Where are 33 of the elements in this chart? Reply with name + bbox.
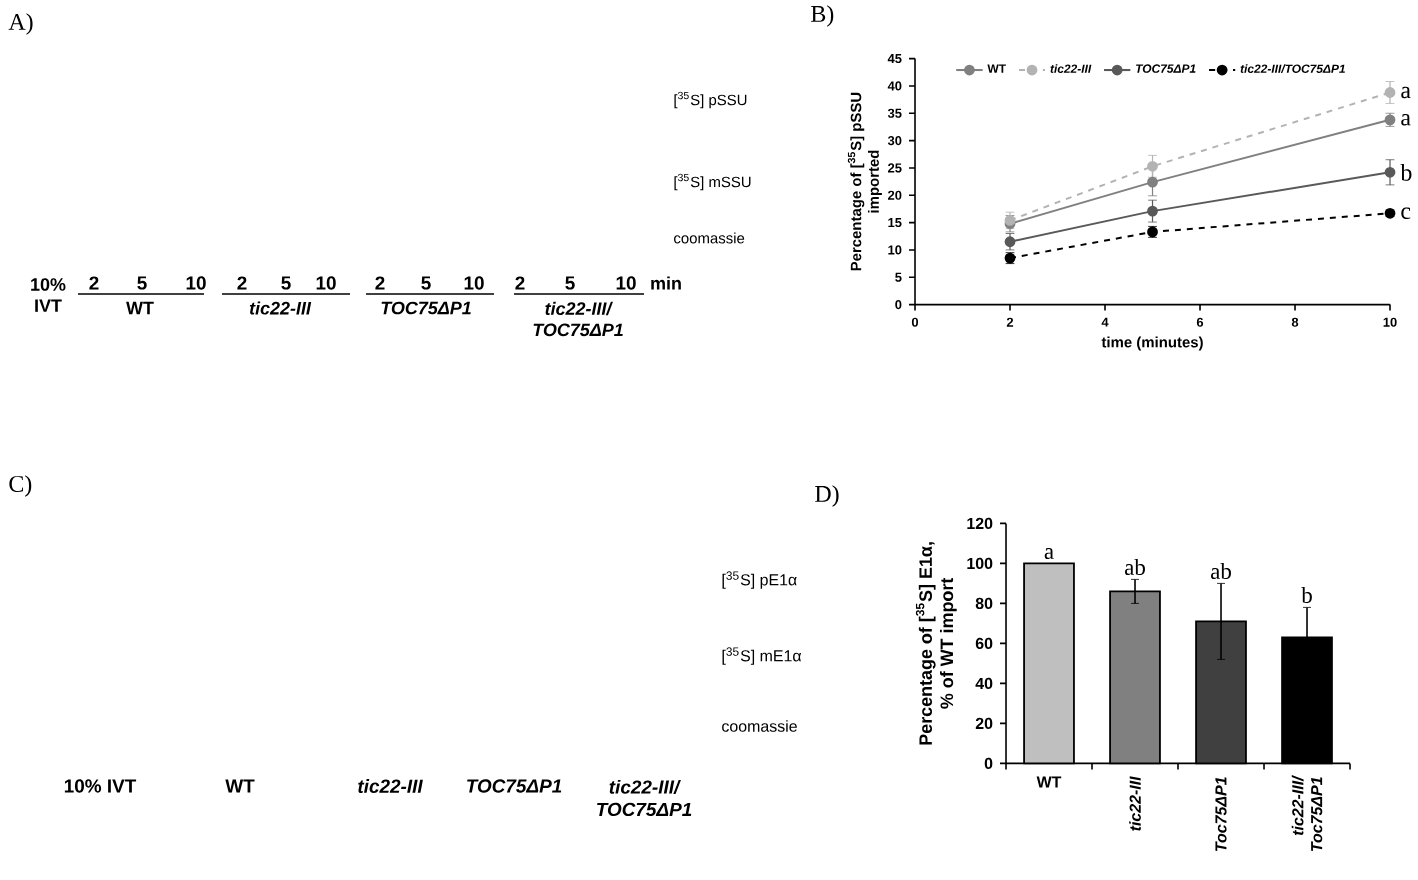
text: 10 [464, 276, 484, 290]
text: TOC75ΔP1 [467, 779, 562, 793]
annotation: ab [1211, 562, 1231, 579]
text: 2 [237, 276, 247, 290]
text: 2 [89, 276, 99, 290]
text: 2 [375, 276, 385, 290]
annotation: c [1401, 207, 1411, 220]
annotation: b [1400, 163, 1412, 181]
annotation: a [1401, 114, 1411, 126]
text: 2 [515, 276, 525, 290]
text: 10% IVT [64, 779, 137, 793]
text: tic22-III [249, 301, 312, 315]
chart-title: B) [811, 5, 834, 27]
chart-title: D) [815, 485, 839, 507]
text: 10 [616, 276, 636, 290]
text: TOC75ΔP1 [381, 301, 471, 315]
text: 10 [186, 276, 206, 290]
text: 5 [281, 276, 291, 290]
text: C) [9, 475, 32, 497]
text: tic22-III/ TOC75ΔP1 [533, 301, 623, 337]
annotation: a [1044, 548, 1054, 559]
text: 5 [421, 276, 431, 290]
text: 10 [316, 276, 336, 290]
annotation: b [1301, 586, 1312, 603]
text: 5 [137, 276, 147, 290]
text: A) [8, 13, 33, 35]
text: tic22-III/ TOC75ΔP1 [597, 779, 692, 817]
annotation: ab [1125, 558, 1145, 575]
text: min [651, 276, 681, 290]
text: WT [126, 301, 154, 315]
text: 10% IVT [31, 278, 66, 312]
text: 5 [565, 276, 575, 290]
annotation: a [1401, 86, 1411, 99]
